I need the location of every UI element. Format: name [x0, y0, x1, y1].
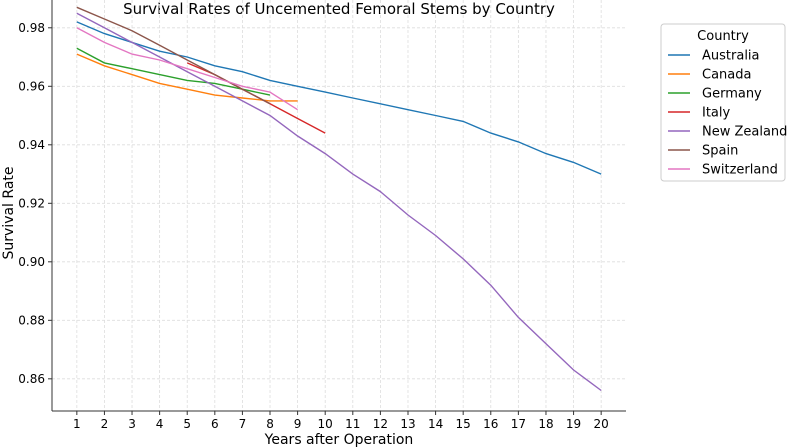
x-tick-label: 11 [345, 417, 360, 431]
legend-label-switzerland: Switzerland [702, 163, 778, 178]
x-tick-label: 3 [128, 417, 136, 431]
series-lines [76, 6, 602, 392]
chart-title: Survival Rates of Uncemented Femoral Ste… [123, 0, 555, 18]
x-tick-label: 15 [456, 417, 471, 431]
legend-label-australia: Australia [702, 49, 760, 64]
x-tick-label: 8 [266, 417, 274, 431]
x-tick-label: 12 [373, 417, 388, 431]
legend: Country Australia Canada Germany Italy New Z… [660, 23, 787, 182]
y-tick-label: 0.96 [18, 79, 45, 93]
x-tick-label: 5 [183, 417, 191, 431]
x-tick-label: 13 [400, 417, 415, 431]
legend-label-germany: Germany [702, 87, 762, 102]
x-ticks: 1 2 3 4 5 6 7 8 9 10 11 12 13 14 15 16 17 18 19 20 [73, 411, 609, 431]
x-tick-label: 16 [483, 417, 498, 431]
y-tick-label: 0.90 [18, 255, 45, 269]
y-ticks: 0.86 0.88 0.90 0.92 0.94 0.96 0.98 [18, 21, 52, 386]
series-line-new-zealand [76, 12, 602, 392]
series-line-canada [76, 53, 298, 102]
legend-box [660, 23, 786, 182]
y-tick-label: 0.88 [18, 313, 45, 327]
y-tick-label: 0.92 [18, 196, 45, 210]
legend-label-spain: Spain [702, 144, 738, 159]
x-tick-label: 14 [428, 417, 443, 431]
y-tick-label: 0.94 [18, 138, 45, 152]
y-tick-label: 0.98 [18, 21, 45, 35]
x-tick-label: 2 [101, 417, 109, 431]
x-tick-label: 17 [511, 417, 526, 431]
x-tick-label: 6 [211, 417, 219, 431]
series-line-italy [186, 62, 326, 134]
x-tick-label: 1 [73, 417, 81, 431]
x-tick-label: 9 [294, 417, 302, 431]
legend-title: Country [697, 29, 749, 44]
series-line-switzerland [76, 27, 298, 111]
x-tick-label: 20 [594, 417, 609, 431]
x-tick-label: 10 [318, 417, 333, 431]
series-line-germany [76, 47, 271, 96]
y-axis-label: Survival Rate [1, 167, 17, 260]
series-line-australia [76, 21, 602, 175]
x-tick-label: 7 [239, 417, 247, 431]
x-tick-label: 19 [566, 417, 581, 431]
legend-label-italy: Italy [702, 106, 731, 121]
grid [52, 0, 626, 411]
x-axis-label: Years after Operation [264, 432, 414, 448]
series-line-spain [76, 6, 271, 105]
legend-label-new-zealand: New Zealand [702, 125, 787, 140]
legend-label-canada: Canada [702, 68, 751, 83]
y-tick-label: 0.86 [18, 372, 45, 386]
x-tick-label: 18 [538, 417, 553, 431]
x-tick-label: 4 [156, 417, 164, 431]
